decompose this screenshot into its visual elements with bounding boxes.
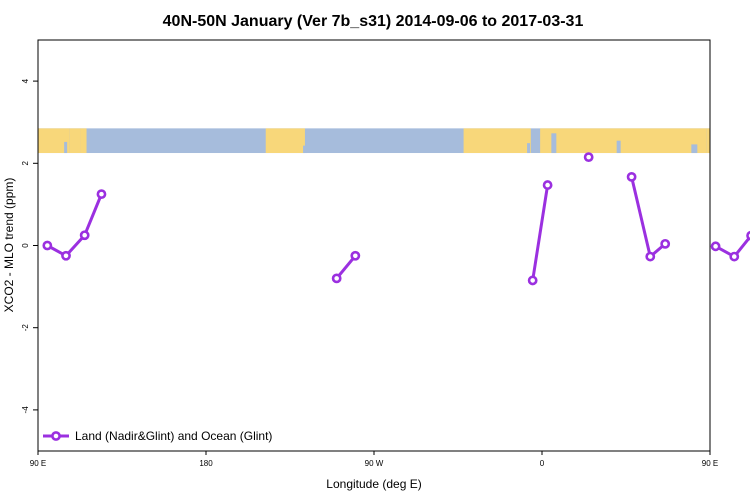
- axis-ticks: -4 -2 0 2 4 90 E 180 90 W 0 90 E: [21, 78, 718, 468]
- data-point: [645, 251, 656, 262]
- data-point: [331, 273, 342, 284]
- x-tick-label: 90 E: [30, 459, 46, 468]
- x-tick-label: 0: [540, 459, 545, 468]
- series-line: [714, 234, 750, 259]
- x-tick-label: 180: [199, 459, 213, 468]
- map-ocean-inlet: [691, 144, 698, 154]
- data-point: [96, 189, 107, 200]
- series-line: [531, 184, 550, 281]
- map-ocean-inlet: [303, 145, 308, 154]
- map-land: [706, 128, 710, 154]
- data-point: [626, 171, 637, 182]
- data-point: [542, 180, 553, 190]
- map-land: [540, 128, 707, 154]
- map-ocean-inlet: [551, 133, 557, 154]
- chart-title: 40N-50N January (Ver 7b_s31) 2014-09-06 …: [163, 13, 584, 30]
- map-land: [69, 128, 81, 154]
- y-tick-label: 4: [21, 78, 30, 83]
- data-point: [350, 250, 361, 261]
- y-tick-label: -4: [21, 406, 30, 414]
- map-ocean-inlet: [64, 141, 68, 154]
- x-tick-label: 90 E: [702, 459, 718, 468]
- series-line: [46, 193, 103, 258]
- plot-frame: [37, 39, 711, 452]
- x-axis-label: Longitude (deg E): [326, 477, 421, 491]
- y-tick-label: 0: [21, 243, 30, 248]
- legend-label: Land (Nadir&Glint) and Ocean (Glint): [75, 429, 272, 443]
- y-axis-label: XCO2 - MLO trend (ppm): [2, 178, 16, 313]
- data-point: [710, 241, 721, 252]
- y-tick-label: 2: [21, 161, 30, 166]
- map-ocean-inlet: [616, 140, 621, 154]
- data-series: [42, 152, 750, 286]
- map-land: [265, 128, 305, 154]
- legend-marker: [51, 431, 61, 441]
- data-point: [42, 240, 53, 251]
- map-ocean-inlet: [527, 143, 531, 154]
- x-tick-label: 90 W: [365, 459, 384, 468]
- map-land: [80, 128, 87, 154]
- y-tick-label: -2: [21, 324, 30, 332]
- legend: Land (Nadir&Glint) and Ocean (Glint): [43, 429, 272, 443]
- data-point: [527, 275, 538, 286]
- data-point: [583, 152, 594, 163]
- data-point: [729, 251, 740, 262]
- map-land: [463, 128, 531, 154]
- data-point: [79, 230, 90, 241]
- data-point: [61, 250, 71, 261]
- data-point: [660, 238, 671, 249]
- series-line: [630, 176, 667, 259]
- data-point: [746, 230, 750, 241]
- world-map-band: [38, 128, 710, 154]
